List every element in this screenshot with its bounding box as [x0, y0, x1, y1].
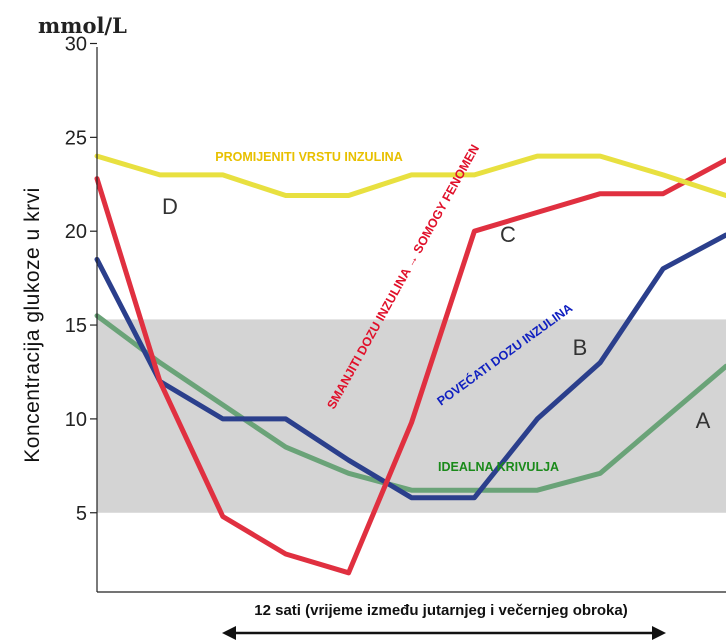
- series-line-a: [94, 313, 726, 493]
- y-axis-label: Koncentracija glukoze u krvi: [21, 187, 44, 462]
- annotation-change-insulin-type: PROMIJENITI VRSTU INZULINA: [215, 150, 403, 164]
- y-tick-label: 10: [65, 409, 87, 431]
- annotation-ideal-curve: IDEALNA KRIVULJA: [438, 460, 559, 474]
- series-letter-a: A: [696, 408, 711, 433]
- series-letter-b: B: [573, 335, 588, 360]
- series-line-d: [94, 153, 726, 198]
- arrow-head-right: [652, 626, 666, 640]
- axis-layer: 5 10 15 20 25 30: [65, 34, 726, 640]
- y-tick-label: 15: [65, 315, 87, 337]
- y-tick-label: 30: [65, 34, 87, 56]
- series-letter-d: D: [162, 194, 178, 219]
- y-tick-label: 25: [65, 127, 87, 149]
- y-tick-label: 20: [65, 221, 87, 243]
- series-layer: [94, 153, 726, 576]
- y-unit-label: mmol/L: [38, 13, 127, 38]
- y-tick-label: 5: [76, 503, 87, 525]
- x-axis-label: 12 sati (vrijeme između jutarnjeg i veče…: [254, 602, 627, 619]
- series-line-c: [94, 157, 726, 576]
- series-line-b: [94, 232, 726, 501]
- series-letter-c: C: [500, 222, 516, 247]
- arrow-head-left: [222, 626, 236, 640]
